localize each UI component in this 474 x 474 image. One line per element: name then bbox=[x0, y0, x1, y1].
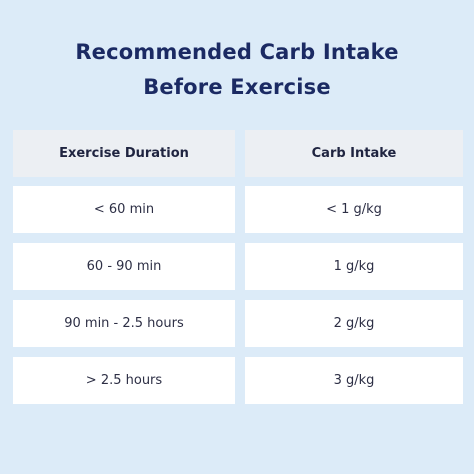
title-line: Before Exercise bbox=[143, 75, 331, 99]
table-cell: < 60 min bbox=[13, 186, 235, 233]
table-cell: 2 g/kg bbox=[245, 300, 463, 347]
header-cell: Exercise Duration bbox=[13, 130, 235, 177]
table-cell: 3 g/kg bbox=[245, 357, 463, 404]
table-cell: > 2.5 hours bbox=[13, 357, 235, 404]
header-cell: Carb Intake bbox=[245, 130, 463, 177]
table-cell: < 1 g/kg bbox=[245, 186, 463, 233]
table-cell: 90 min - 2.5 hours bbox=[13, 300, 235, 347]
table-cell: 1 g/kg bbox=[245, 243, 463, 290]
title-line: Recommended Carb Intake bbox=[75, 40, 399, 64]
table-cell: 60 - 90 min bbox=[13, 243, 235, 290]
